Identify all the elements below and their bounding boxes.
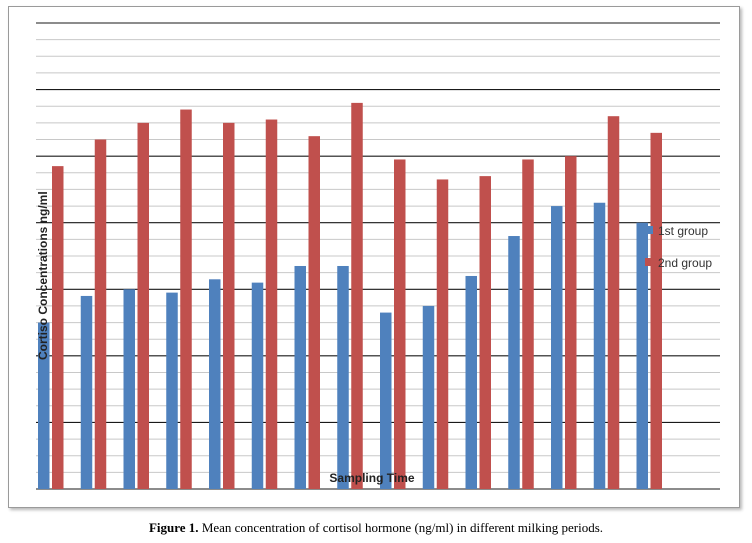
bar-series-1-15 (636, 222, 648, 489)
bar-series-1-1 (38, 322, 50, 489)
bar-series-2-7 (308, 136, 320, 489)
bar-series-1-2 (80, 295, 93, 489)
caption-label: Figure 1. (148, 520, 199, 535)
x-axis-label: Sampling Time (329, 471, 414, 485)
bar-series-2-13 (565, 156, 577, 489)
bar-series-2-5 (223, 122, 235, 489)
legend-swatch-2 (645, 258, 653, 266)
bar-series-1-4 (166, 292, 178, 489)
bars (38, 102, 662, 490)
legend-label-1: 1st group (658, 224, 708, 238)
bar-series-1-8 (337, 265, 349, 489)
bar-series-2-9 (394, 159, 406, 489)
bar-series-2-14 (607, 116, 620, 489)
bar-series-1-5 (209, 279, 221, 489)
legend-label-2: 2nd group (658, 256, 712, 270)
gridlines (36, 22, 720, 490)
bar-series-2-15 (650, 132, 662, 490)
bar-series-1-12 (508, 236, 520, 489)
bar-series-1-13 (551, 206, 563, 490)
bar-series-2-1 (52, 166, 64, 489)
legend: 1st group 2nd group (645, 224, 712, 270)
bar-series-1-7 (294, 265, 306, 489)
bar-series-2-3 (137, 122, 149, 489)
bar-series-2-11 (479, 176, 491, 489)
bar-series-2-12 (522, 159, 534, 489)
bar-series-1-10 (422, 305, 435, 489)
bar-chart: Cortiso Concentrations ng/ml Sampling Ti… (36, 22, 720, 490)
legend-swatch-1 (645, 226, 653, 234)
bar-series-2-6 (265, 119, 278, 490)
bar-series-1-6 (251, 282, 264, 489)
y-axis-label: Cortiso Concentrations ng/ml (36, 191, 50, 360)
bar-series-1-14 (593, 202, 606, 489)
bar-series-1-9 (380, 312, 392, 489)
bar-series-1-3 (123, 289, 135, 489)
caption-text: Mean concentration of cortisol hormone (… (198, 520, 604, 535)
bar-series-2-2 (94, 139, 107, 489)
figure-caption: Figure 1. Mean concentration of cortisol… (0, 520, 752, 536)
bar-series-1-11 (465, 275, 477, 489)
bar-series-2-8 (351, 102, 363, 489)
bar-series-2-4 (180, 109, 192, 490)
bar-series-2-10 (436, 179, 449, 489)
